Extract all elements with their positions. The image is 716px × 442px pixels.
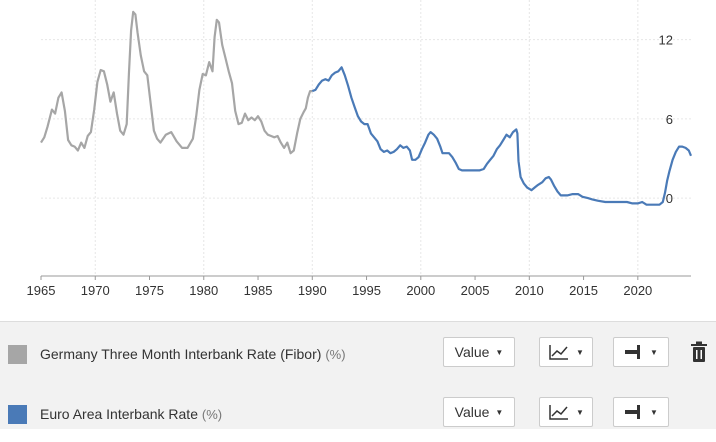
x-tick-label: 1970 <box>81 283 110 298</box>
x-tick-label: 2015 <box>569 283 598 298</box>
y-axis-ticks: 0 6 12 <box>659 33 673 206</box>
axis-side-icon <box>625 405 641 419</box>
x-tick-label: 2000 <box>406 283 435 298</box>
series-unit: (%) <box>201 407 223 422</box>
caret-down-icon: ▼ <box>495 407 504 417</box>
value-dropdown-label: Value <box>454 404 490 420</box>
x-tick-label: 1990 <box>298 283 327 298</box>
series-name: Euro Area Interbank Rate <box>40 406 198 422</box>
y-tick-label: 0 <box>666 191 673 206</box>
chart-type-dropdown-button[interactable]: ▼ <box>539 337 593 367</box>
series-color-swatch <box>8 405 27 424</box>
caret-down-icon: ▼ <box>495 347 504 357</box>
caret-down-icon: ▼ <box>650 407 658 417</box>
caret-down-icon: ▼ <box>576 407 584 417</box>
x-tick-label: 1965 <box>27 283 56 298</box>
line-chart: 1965 1970 1975 1980 1985 1990 1995 2000 2005 2010… <box>27 0 693 298</box>
x-tick-label: 2010 <box>515 283 544 298</box>
series-line-2 <box>311 66 693 206</box>
value-dropdown-label: Value <box>454 344 490 360</box>
axis-side-dropdown-button[interactable]: ▼ <box>613 337 669 367</box>
y-tick-label: 12 <box>659 33 673 48</box>
caret-down-icon: ▼ <box>650 347 658 357</box>
x-tick-label: 1995 <box>352 283 381 298</box>
x-tick-label: 1975 <box>135 283 164 298</box>
line-chart-icon <box>549 345 569 360</box>
y-tick-label: 6 <box>666 112 673 127</box>
x-tick-label: 1985 <box>244 283 273 298</box>
axis-side-dropdown-button[interactable]: ▼ <box>613 397 669 427</box>
x-axis-ticks: 1965 1970 1975 1980 1985 1990 1995 2000 2005 2010… <box>27 276 652 298</box>
legend-row-euro-area: Euro Area Interbank Rate (%) Value ▼ ▼ ▼ <box>0 392 716 442</box>
x-tick-label: 2020 <box>623 283 652 298</box>
axis-side-icon <box>625 345 641 359</box>
trash-icon[interactable] <box>690 341 708 363</box>
series-color-swatch <box>8 345 27 364</box>
series-lines <box>40 10 693 206</box>
series-line-1 <box>40 10 313 155</box>
value-dropdown-button[interactable]: Value ▼ <box>443 337 515 367</box>
x-tick-label: 1980 <box>189 283 218 298</box>
series-label: Euro Area Interbank Rate (%) <box>40 406 222 422</box>
legend-panel: Germany Three Month Interbank Rate (Fibo… <box>0 321 716 429</box>
chart-grid <box>41 0 691 277</box>
x-tick-label: 2005 <box>461 283 490 298</box>
caret-down-icon: ▼ <box>576 347 584 357</box>
legend-row-germany-fibor: Germany Three Month Interbank Rate (Fibo… <box>0 332 716 382</box>
series-name: Germany Three Month Interbank Rate (Fibo… <box>40 346 322 362</box>
line-chart-icon <box>549 405 569 420</box>
value-dropdown-button[interactable]: Value ▼ <box>443 397 515 427</box>
series-unit: (%) <box>325 347 346 362</box>
series-label: Germany Three Month Interbank Rate (Fibo… <box>40 346 346 362</box>
chart-type-dropdown-button[interactable]: ▼ <box>539 397 593 427</box>
